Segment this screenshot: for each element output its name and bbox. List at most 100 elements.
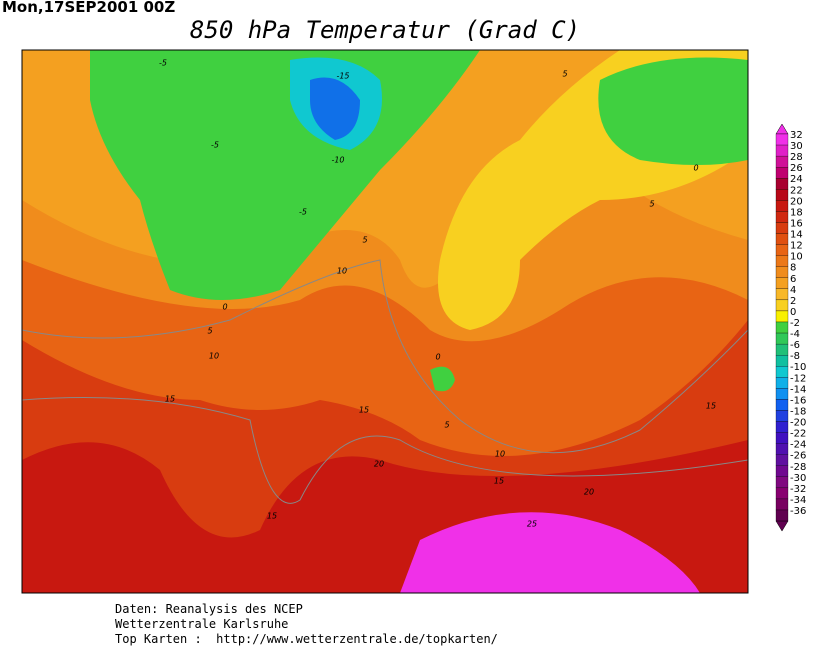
legend-label: 32 <box>790 130 803 141</box>
contour-label: 0 <box>222 303 227 312</box>
legend-swatch <box>775 299 789 312</box>
legend-swatch <box>775 288 789 301</box>
contour-label: 20 <box>584 488 594 497</box>
legend-label: 6 <box>790 274 796 285</box>
contour-label: -5 <box>211 141 219 150</box>
legend-label: 22 <box>790 185 803 196</box>
legend-swatch <box>775 144 789 157</box>
contour-label: 15 <box>359 406 369 415</box>
legend-swatch <box>775 277 789 289</box>
legend-swatch <box>775 399 789 411</box>
legend-label: -34 <box>790 495 806 506</box>
legend-swatch <box>775 509 789 522</box>
legend-swatch <box>775 266 789 278</box>
contour-label: 10 <box>337 267 347 276</box>
contour-label: 15 <box>267 512 277 521</box>
legend-label: -18 <box>790 406 806 417</box>
legend-swatch <box>775 189 789 201</box>
legend-label: 2 <box>790 296 796 307</box>
contour-label: 5 <box>562 70 567 79</box>
legend-swatch <box>775 178 789 190</box>
legend-swatch <box>775 476 789 489</box>
legend-swatch <box>775 410 789 422</box>
legend-swatch <box>775 133 789 146</box>
contour-label: 15 <box>165 395 175 404</box>
legend-swatch <box>775 244 789 256</box>
legend-label: 30 <box>790 141 803 152</box>
legend-label: -14 <box>790 384 806 395</box>
legend-swatch <box>775 211 789 223</box>
legend-label: -32 <box>790 484 806 495</box>
legend-label: -28 <box>790 462 806 473</box>
legend-label: -22 <box>790 429 806 440</box>
contour-label: 15 <box>494 477 504 486</box>
legend-label: 20 <box>790 196 803 207</box>
legend-label: 0 <box>790 307 796 318</box>
legend-swatch <box>775 167 789 179</box>
contour-label: 5 <box>207 327 212 336</box>
legend-label: -8 <box>790 351 800 362</box>
legend-swatch <box>775 388 789 400</box>
map-frame <box>21 49 749 594</box>
contour-label: 5 <box>649 200 654 209</box>
contour-label: 0 <box>435 353 440 362</box>
legend-swatch <box>775 343 789 356</box>
legend-label: -4 <box>790 329 800 340</box>
contour-label: -10 <box>331 156 344 165</box>
legend-swatch <box>775 487 789 500</box>
contour-label: 0 <box>693 164 698 173</box>
legend-label: 18 <box>790 207 803 218</box>
contour-label: 10 <box>495 450 505 459</box>
legend-swatch <box>775 332 789 345</box>
footer-line: Wetterzentrale Karlsruhe <box>115 617 288 631</box>
contour-label: 5 <box>444 421 449 430</box>
legend-swatch <box>775 443 789 455</box>
map <box>22 50 748 593</box>
legend-label: -30 <box>790 473 806 484</box>
legend-label: 4 <box>790 285 796 296</box>
legend-label: 10 <box>790 252 803 263</box>
legend-swatch <box>775 355 789 367</box>
legend-label: -26 <box>790 451 806 462</box>
legend-label: 16 <box>790 218 803 229</box>
legend-swatch <box>775 366 789 378</box>
contour-label: 5 <box>362 236 367 245</box>
legend-swatch <box>775 321 789 334</box>
contour-label: -15 <box>336 72 349 81</box>
legend-swatch <box>775 432 789 444</box>
legend-swatch <box>775 155 789 168</box>
legend-label: -36 <box>790 506 806 517</box>
legend-label: -16 <box>790 395 806 406</box>
legend-label: 28 <box>790 152 803 163</box>
footer-line: Daten: Reanalysis des NCEP <box>115 602 303 616</box>
legend-swatch <box>775 377 789 389</box>
date: Mon,17SEP2001 00Z <box>2 0 175 16</box>
legend-label: -6 <box>790 340 800 351</box>
legend-label: 12 <box>790 241 803 252</box>
legend-arrow-top <box>775 123 789 135</box>
legend-label: 24 <box>790 174 803 185</box>
legend-swatch <box>775 454 789 466</box>
legend-swatch <box>775 222 789 234</box>
legend-label: -12 <box>790 373 806 384</box>
color-legend: 32302826242220181614121086420-2-4-6-8-10… <box>775 123 806 532</box>
contour-label: -5 <box>299 208 307 217</box>
contour-label: 20 <box>374 460 384 469</box>
legend-swatch <box>775 498 789 511</box>
legend-label: 14 <box>790 230 803 241</box>
footer-line: Top Karten : http://www.wetterzentrale.d… <box>115 632 498 646</box>
legend-label: -24 <box>790 440 806 451</box>
legend-label: 8 <box>790 263 796 274</box>
legend-label: 26 <box>790 163 803 174</box>
contour-label: -5 <box>159 59 167 68</box>
legend-label: -20 <box>790 418 806 429</box>
legend-swatch <box>775 200 789 212</box>
legend-swatch <box>775 465 789 477</box>
legend-swatch <box>775 233 789 245</box>
legend-swatch <box>775 255 789 267</box>
legend-swatch <box>775 310 789 323</box>
legend-arrow-bottom <box>775 520 789 532</box>
title: 850 hPa Temperatur (Grad C) <box>190 16 580 44</box>
legend-label: -10 <box>790 362 806 373</box>
